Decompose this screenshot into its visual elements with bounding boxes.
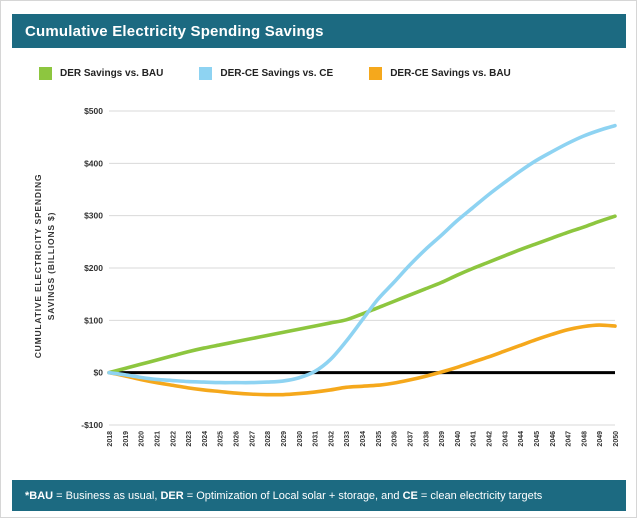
legend-swatch-icon (199, 67, 213, 80)
y-tick-label: $100 (84, 315, 103, 325)
legend-label: DER-CE Savings vs. BAU (390, 68, 511, 79)
x-tick-label: 2040 (455, 431, 462, 447)
x-tick-label: 2044 (518, 431, 525, 447)
x-tick-label: 2023 (186, 431, 193, 447)
x-tick-label: 2049 (597, 431, 604, 447)
series-line-1 (107, 123, 617, 385)
x-tick-label: 2050 (613, 431, 620, 447)
x-tick-label: 2018 (107, 431, 114, 447)
page-title: Cumulative Electricity Spending Savings (25, 22, 324, 40)
x-tick-label: 2031 (313, 431, 320, 447)
y-tick-label: $300 (84, 211, 103, 221)
y-axis-title: CUMULATIVE ELECTRICITY SPENDING SAVINGS … (32, 174, 58, 359)
legend-item: DER-CE Savings vs. CE (199, 67, 333, 80)
footnote-segment: = Business as usual, (53, 489, 161, 502)
x-tick-label: 2035 (376, 431, 383, 447)
y-tick-label: $500 (84, 106, 103, 116)
series-line-0 (107, 214, 617, 375)
x-tick-label: 2028 (265, 431, 272, 447)
x-tick-label: 2041 (471, 431, 478, 447)
chart-legend: DER Savings vs. BAU DER-CE Savings vs. CE… (39, 67, 511, 80)
x-tick-label: 2034 (360, 431, 367, 447)
x-tick-label: 2032 (328, 431, 335, 447)
legend-swatch-icon (369, 67, 383, 80)
y-tick-label: $400 (84, 158, 103, 168)
x-tick-label: 2020 (139, 431, 146, 447)
footnote-term: DER (160, 489, 184, 502)
footnote-term: CE (402, 489, 418, 502)
x-tick-label: 2038 (423, 431, 430, 447)
x-tick-label: 2046 (550, 431, 557, 447)
x-tick-label: 2030 (297, 431, 304, 447)
x-tick-label: 2039 (439, 431, 446, 447)
x-tick-label: 2025 (218, 431, 225, 447)
footnote-segment: = clean electricity targets (417, 489, 543, 502)
x-tick-label: 2037 (407, 431, 414, 447)
line-chart: $500 $400 $300 $200 $100 $0 -$100 2018 2019 2020 2… (81, 106, 620, 447)
x-tick-label: 2022 (170, 431, 177, 447)
x-tick-label: 2033 (344, 431, 351, 447)
y-axis-title-line-1: CUMULATIVE ELECTRICITY SPENDING (32, 173, 43, 359)
footnote-segment: = Optimization of Local solar + storage,… (183, 489, 403, 502)
x-tick-label: 2048 (581, 431, 588, 447)
footnote-term: *BAU (25, 489, 54, 502)
x-tick-label: 2021 (154, 431, 161, 447)
x-tick-label: 2026 (234, 431, 241, 447)
x-tick-label: 2029 (281, 431, 288, 447)
x-tick-label: 2027 (249, 431, 256, 447)
x-tick-label: 2043 (502, 431, 509, 447)
x-tick-label: 2045 (534, 431, 541, 447)
y-tick-label: $200 (84, 263, 103, 273)
legend-label: DER Savings vs. BAU (60, 68, 164, 79)
x-tick-label: 2036 (392, 431, 399, 447)
y-axis-title-line-2: SAVINGS (BILLIONS $) (46, 211, 56, 321)
legend-item: DER Savings vs. BAU (39, 67, 163, 80)
legend-label: DER-CE Savings vs. CE (220, 68, 334, 79)
chart-title-bar: Cumulative Electricity Spending Savings (12, 14, 626, 48)
footnote-bar: *BAU = Business as usual, DER = Optimiza… (12, 480, 626, 511)
x-tick-label: 2047 (566, 431, 573, 447)
legend-item: DER-CE Savings vs. BAU (369, 67, 511, 80)
legend-swatch-icon (39, 67, 52, 80)
y-tick-label: $0 (94, 368, 104, 378)
chart-area: CUMULATIVE ELECTRICITY SPENDING SAVINGS … (13, 93, 628, 475)
x-tick-label: 2024 (202, 431, 209, 447)
y-tick-label: -$100 (81, 420, 103, 430)
series-line-2 (107, 323, 617, 397)
x-tick-label: 2042 (487, 431, 494, 447)
footnote-text: *BAU = Business as usual, DER = Optimiza… (25, 490, 542, 502)
x-tick-label: 2019 (123, 431, 130, 447)
